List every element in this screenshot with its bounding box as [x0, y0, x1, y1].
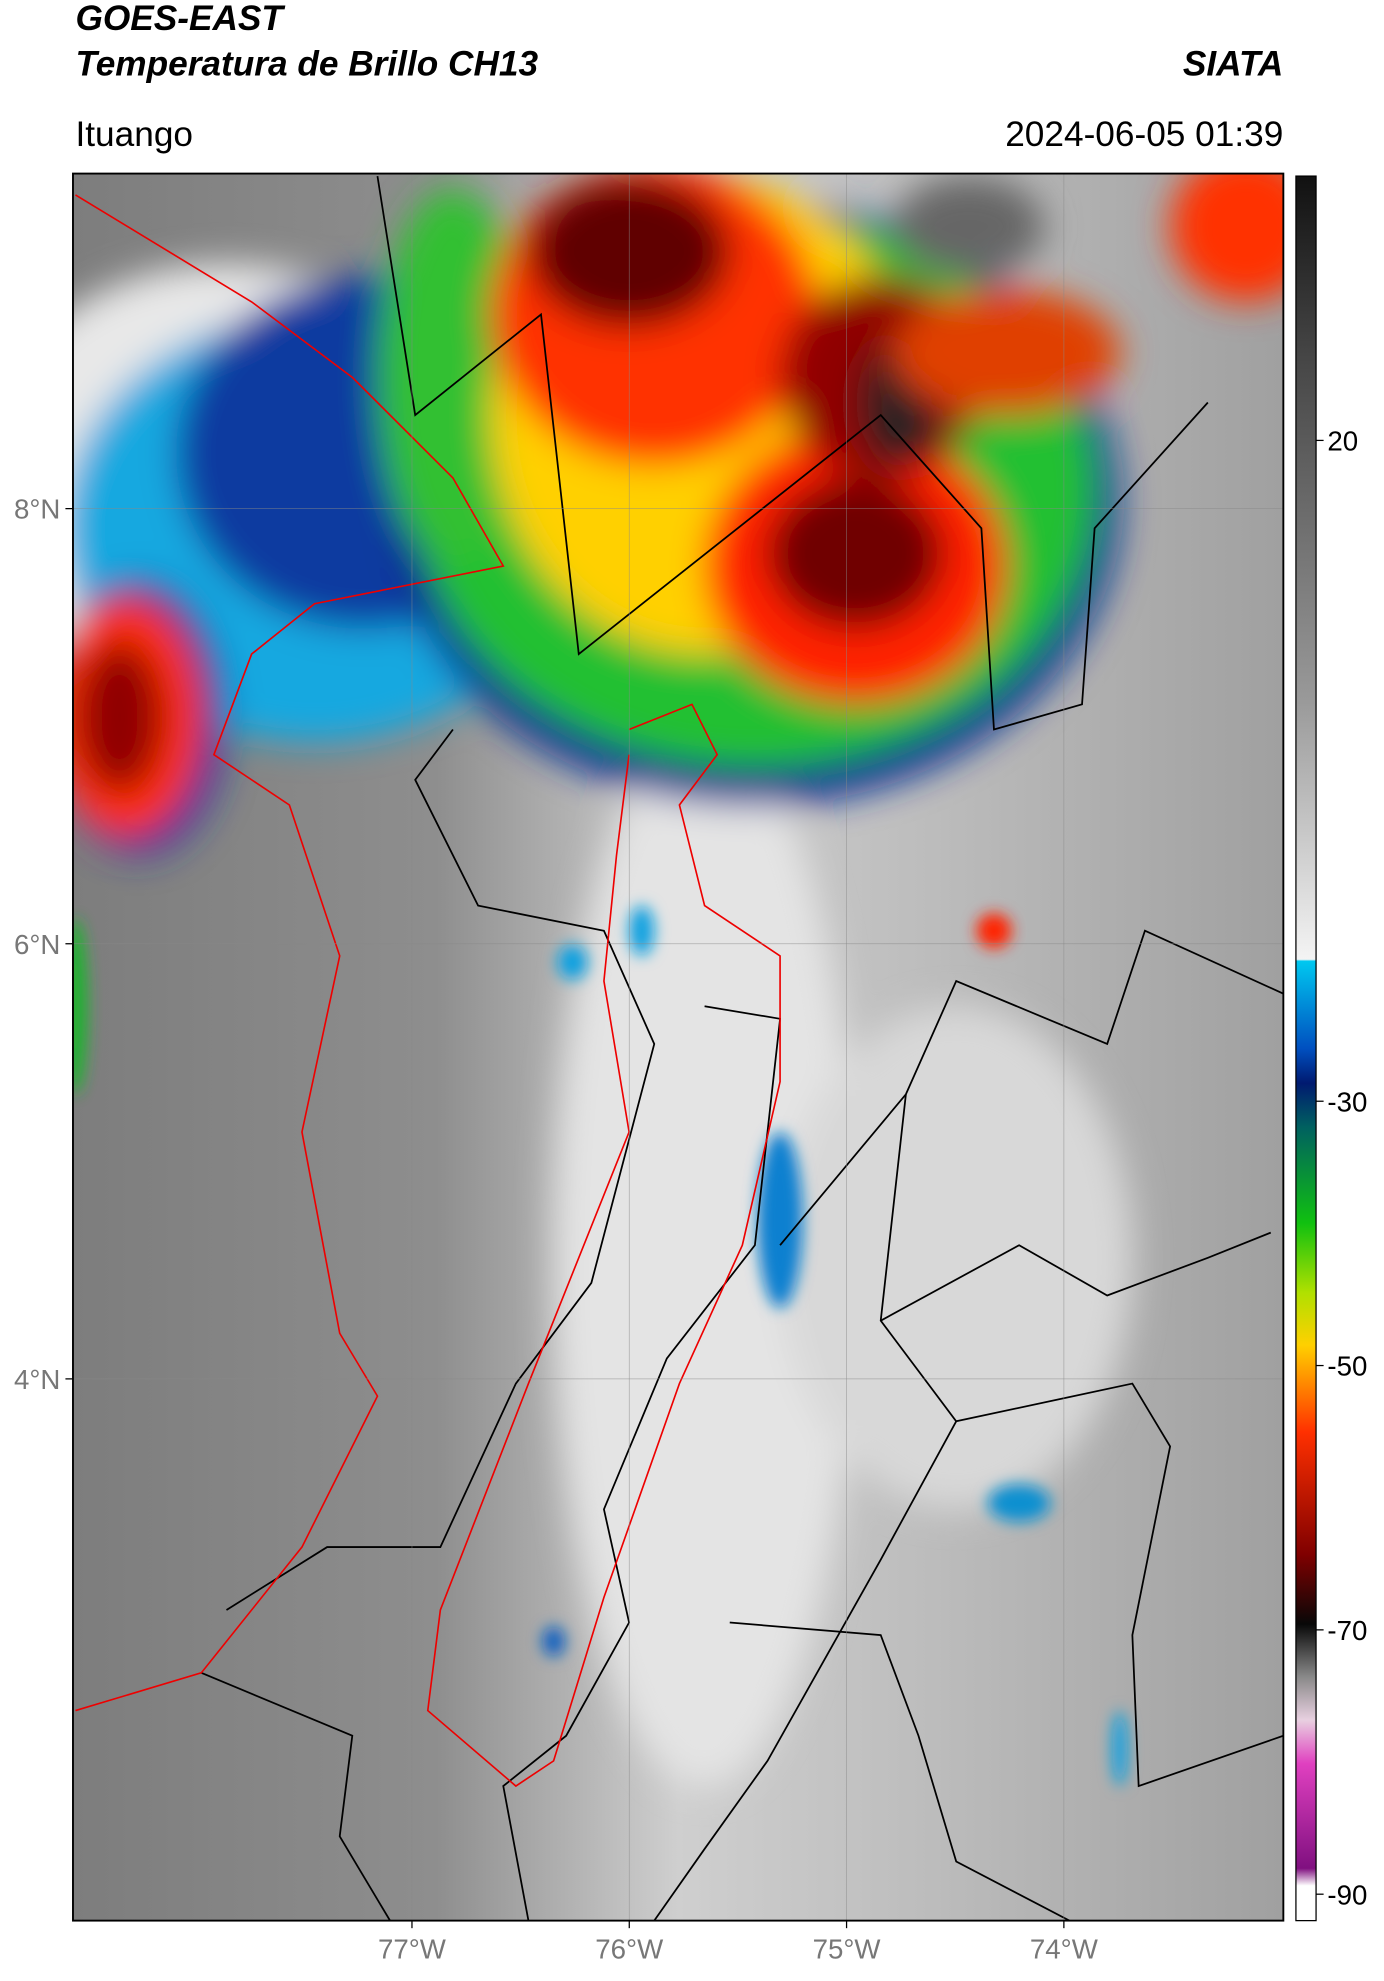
- x-tick-label: 74°W: [1030, 1933, 1099, 1964]
- colorbar-tick-label: -30: [1327, 1086, 1367, 1117]
- subtitle: Temperatura de Brillo CH13: [75, 44, 538, 83]
- satellite-image: [72, 173, 1284, 1921]
- colorbar-tick-label: 20: [1327, 425, 1358, 456]
- map-frame: [72, 172, 1285, 1922]
- y-tick-label: 6°N: [14, 929, 60, 960]
- x-tick-label: 77°W: [378, 1933, 447, 1964]
- y-tick-label: 4°N: [14, 1364, 60, 1395]
- location: Ituango: [75, 115, 193, 154]
- admin-borders: [200, 175, 1284, 1921]
- colorbar-tick-label: -90: [1327, 1879, 1367, 1910]
- x-tick-label: 76°W: [595, 1933, 664, 1964]
- y-tick-label: 8°N: [14, 494, 60, 525]
- colorbar: [1295, 175, 1317, 1922]
- x-tick-label: 75°W: [813, 1933, 882, 1964]
- graticule: [65, 173, 1284, 1929]
- source: SIATA: [1183, 44, 1283, 83]
- title: GOES-EAST: [75, 0, 285, 38]
- colorbar-tick-label: -70: [1327, 1615, 1367, 1646]
- colorbar-tick-label: -50: [1327, 1351, 1367, 1382]
- datetime: 2024-06-05 01:39: [1005, 115, 1283, 154]
